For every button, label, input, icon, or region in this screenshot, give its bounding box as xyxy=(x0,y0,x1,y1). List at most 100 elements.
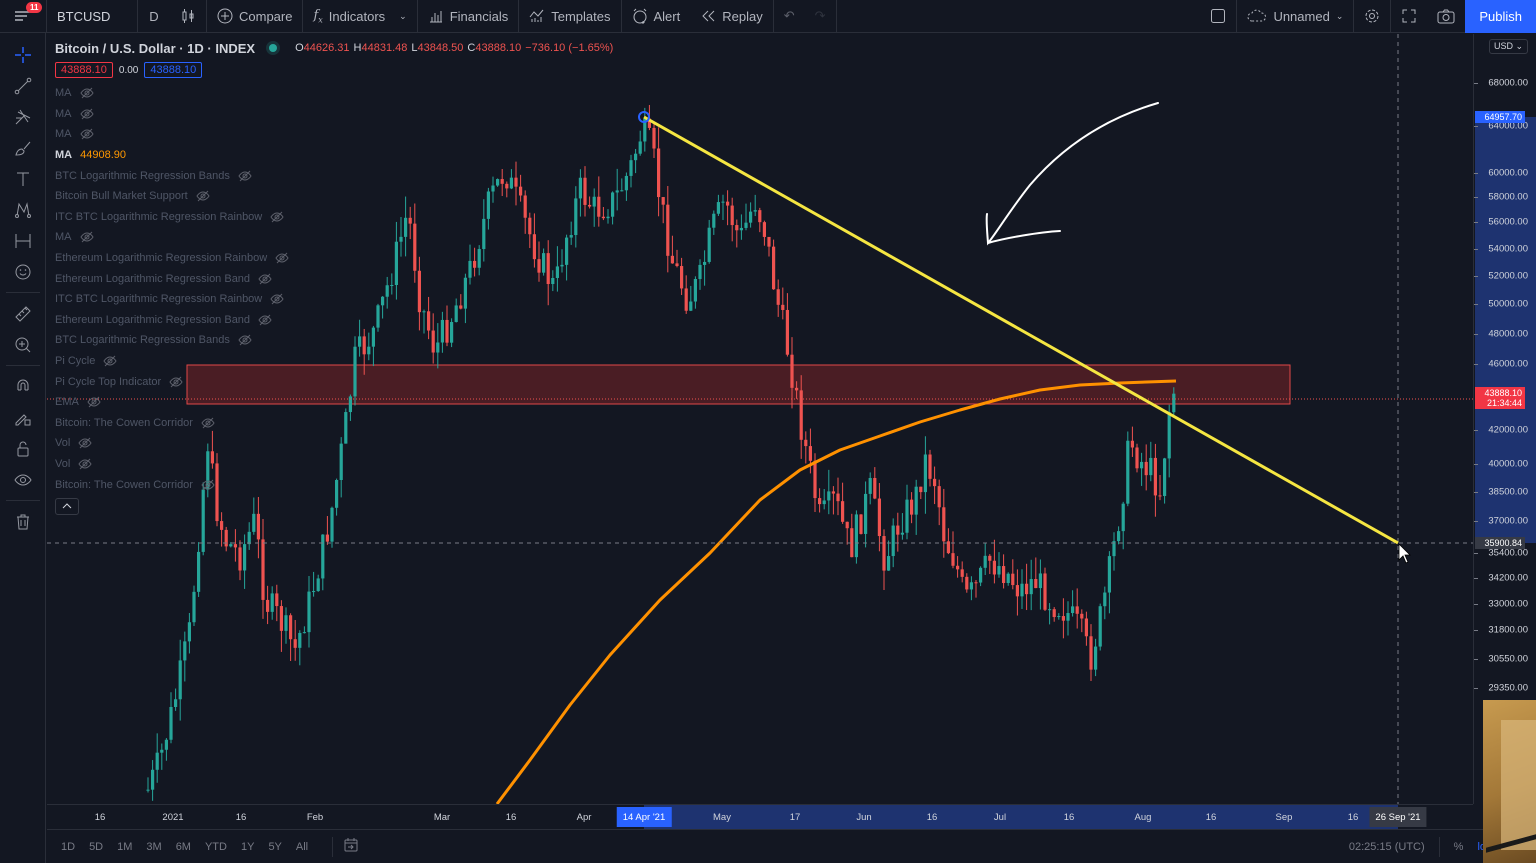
measure-range-tool[interactable] xyxy=(8,226,38,256)
symbol-search[interactable]: BTCUSD xyxy=(57,8,111,24)
select-layout-button[interactable] xyxy=(1200,0,1236,33)
indicator-row[interactable]: ITC BTC Logarithmic Regression Rainbow xyxy=(55,289,613,310)
chart-pane[interactable] xyxy=(47,34,1473,804)
indicator-row[interactable]: Ethereum Logarithmic Regression Band xyxy=(55,310,613,331)
compare-button[interactable]: Compare xyxy=(207,0,302,33)
ruler-tool[interactable] xyxy=(8,299,38,329)
symbol-title[interactable]: Bitcoin / U.S. Dollar · 1D · INDEX xyxy=(55,40,256,56)
eye-off-icon[interactable] xyxy=(78,457,92,471)
collapse-legend-button[interactable] xyxy=(55,497,79,515)
market-status-dot[interactable] xyxy=(269,44,278,52)
trendline-anchor-handle[interactable] xyxy=(638,111,650,123)
hide-drawings-tool[interactable] xyxy=(8,465,38,495)
indicator-row[interactable]: Ethereum Logarithmic Regression Band xyxy=(55,268,613,289)
utc-clock[interactable]: 02:25:15 (UTC) xyxy=(1348,841,1425,853)
range-button-6m[interactable]: 6M xyxy=(175,840,191,853)
fullscreen-button[interactable] xyxy=(1391,0,1427,33)
indicator-row[interactable]: MA xyxy=(55,104,613,125)
log-scale-toggle[interactable]: lo xyxy=(1477,841,1486,853)
indicators-button[interactable]: fx Indicators ⌄ xyxy=(313,7,407,25)
eye-off-icon[interactable] xyxy=(103,354,117,368)
alert-button[interactable]: Alert xyxy=(622,0,691,33)
indicator-row[interactable]: Bitcoin: The Cowen Corridor xyxy=(55,413,613,434)
main-menu-button[interactable]: 11 xyxy=(0,0,46,33)
range-button-5d[interactable]: 5D xyxy=(89,840,104,853)
undo-button[interactable]: ↶ xyxy=(774,0,805,33)
hand-drawn-arrow[interactable] xyxy=(985,102,1159,246)
trendline[interactable] xyxy=(643,115,1399,545)
remove-drawings-tool[interactable] xyxy=(8,507,38,537)
indicator-row[interactable]: Pi Cycle Top Indicator xyxy=(55,371,613,392)
lock-all-tool[interactable] xyxy=(8,434,38,464)
eye-off-icon[interactable] xyxy=(275,251,289,265)
indicator-row[interactable]: Vol xyxy=(55,454,613,475)
goto-date-button[interactable] xyxy=(343,837,359,856)
price-chart[interactable] xyxy=(47,34,1473,804)
buy-button[interactable]: 43888.10 xyxy=(144,62,203,78)
indicator-row[interactable]: MA xyxy=(55,83,613,104)
emoji-tool[interactable] xyxy=(8,257,38,287)
percent-scale-toggle[interactable]: % xyxy=(1453,841,1464,853)
pitchfork-tool[interactable] xyxy=(8,102,38,132)
financials-button[interactable]: Financials xyxy=(418,0,519,33)
range-button-5y[interactable]: 5Y xyxy=(268,840,282,853)
crosshair-tool[interactable] xyxy=(8,40,38,70)
eye-off-icon[interactable] xyxy=(79,86,94,100)
indicator-row[interactable]: EMA xyxy=(55,392,613,413)
eye-off-icon[interactable] xyxy=(258,272,272,286)
eye-off-icon[interactable] xyxy=(238,169,252,183)
indicator-row[interactable]: Pi Cycle xyxy=(55,351,613,372)
templates-button[interactable]: Templates xyxy=(519,0,620,33)
indicator-row[interactable]: BTC Logarithmic Regression Bands xyxy=(55,330,613,351)
range-button-1m[interactable]: 1M xyxy=(117,840,133,853)
publish-button[interactable]: Publish xyxy=(1465,0,1536,33)
layout-name-button[interactable]: Unnamed ⌄ xyxy=(1237,0,1353,33)
range-button-1y[interactable]: 1Y xyxy=(240,840,255,853)
sell-button[interactable]: 43888.10 xyxy=(55,62,113,78)
text-tool[interactable] xyxy=(8,164,38,194)
eye-off-icon[interactable] xyxy=(169,375,183,389)
range-button-ytd[interactable]: YTD xyxy=(204,840,227,853)
indicator-row[interactable]: MA xyxy=(55,227,613,248)
settings-button[interactable] xyxy=(1354,0,1390,33)
range-button-all[interactable]: All xyxy=(295,840,309,853)
pattern-tool[interactable] xyxy=(8,195,38,225)
range-button-1d[interactable]: 1D xyxy=(61,840,76,853)
eye-off-icon[interactable] xyxy=(238,333,252,347)
eye-off-icon[interactable] xyxy=(258,313,272,327)
replay-button[interactable]: Replay xyxy=(690,0,772,33)
time-axis[interactable]: 16 2021 16 Feb Mar 16 Apr May 17 Jun 16 Jul 16 Aug 16 S… xyxy=(47,804,1473,829)
indicator-row[interactable]: BTC Logarithmic Regression Bands xyxy=(55,165,613,186)
eye-off-icon[interactable] xyxy=(79,107,94,121)
trend-line-tool[interactable] xyxy=(8,71,38,101)
chevron-down-icon[interactable]: ⌄ xyxy=(399,10,407,21)
interval-button[interactable]: D xyxy=(149,8,159,24)
eye-off-icon[interactable] xyxy=(201,416,215,430)
indicator-row[interactable]: MA 44908.90 xyxy=(55,145,613,166)
brush-tool[interactable] xyxy=(8,133,38,163)
eye-off-icon[interactable] xyxy=(79,230,94,244)
eye-off-icon[interactable] xyxy=(270,210,284,224)
snapshot-button[interactable] xyxy=(1427,0,1465,33)
indicator-row[interactable]: Bitcoin: The Cowen Corridor xyxy=(55,474,613,495)
chart-type-button[interactable] xyxy=(170,0,206,33)
eye-off-icon[interactable] xyxy=(78,436,92,450)
price-axis[interactable]: USD ⌄ 68000.00 64000.00 60000.00 58000.00 56… xyxy=(1473,34,1536,804)
indicator-row[interactable]: Bitcoin Bull Market Support xyxy=(55,186,613,207)
eye-off-icon[interactable] xyxy=(79,127,94,141)
eye-off-icon[interactable] xyxy=(87,395,101,409)
magnet-tool[interactable] xyxy=(8,372,38,402)
zoom-in-tool[interactable] xyxy=(8,330,38,360)
redo-button[interactable]: ↷ xyxy=(805,0,836,33)
moving-average-line[interactable] xyxy=(495,379,1177,804)
range-button-3m[interactable]: 3M xyxy=(146,840,162,853)
indicator-row[interactable]: ITC BTC Logarithmic Regression Rainbow xyxy=(55,207,613,228)
indicator-row[interactable]: Vol xyxy=(55,433,613,454)
eye-off-icon[interactable] xyxy=(270,292,284,306)
lock-drawing-tool[interactable] xyxy=(8,403,38,433)
indicator-row[interactable]: Ethereum Logarithmic Regression Rainbow xyxy=(55,248,613,269)
currency-selector[interactable]: USD ⌄ xyxy=(1489,39,1529,54)
eye-off-icon[interactable] xyxy=(196,189,210,203)
indicator-row[interactable]: MA xyxy=(55,124,613,145)
eye-off-icon[interactable] xyxy=(201,478,215,492)
